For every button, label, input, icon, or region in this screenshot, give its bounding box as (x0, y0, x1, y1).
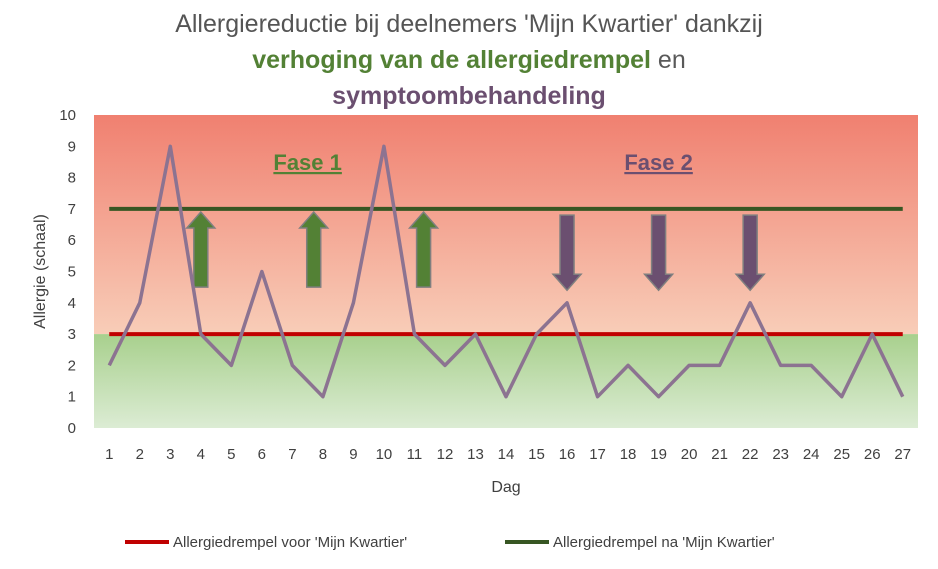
legend-item-after: Allergiedrempel na 'Mijn Kwartier' (505, 530, 775, 554)
y-tick-label: 9 (68, 138, 76, 155)
y-tick-label: 2 (68, 357, 76, 374)
title-line-2-bold: verhoging van de allergiedrempel (252, 46, 651, 74)
y-tick-label: 6 (68, 232, 76, 249)
title-line-2: verhoging van de allergiedrempel en (0, 42, 938, 78)
y-axis-ticks: 0 1 2 3 4 5 6 7 8 9 10 (59, 107, 76, 437)
legend-swatch-after (505, 540, 549, 544)
legend-swatch-before (125, 540, 169, 544)
legend-item-before: Allergiedrempel voor 'Mijn Kwartier' (125, 530, 407, 554)
x-tick-label: 17 (589, 446, 606, 463)
x-tick-label: 4 (197, 446, 205, 463)
danger-zone-band (94, 115, 918, 335)
x-tick-label: 8 (319, 446, 327, 463)
legend: Allergiedrempel voor 'Mijn Kwartier' All… (0, 530, 938, 554)
phase-labels: Fase 1 Fase 2 (273, 150, 692, 175)
series-line (107, 144, 905, 399)
y-tick-label: 0 (68, 420, 76, 437)
x-tick-label: 19 (650, 446, 667, 463)
safe-zone-band (94, 334, 918, 428)
down-arrow (734, 214, 766, 292)
x-tick-label: 22 (742, 446, 759, 463)
up-arrow (298, 210, 330, 288)
x-axis-title: Dag (491, 479, 520, 496)
x-tick-label: 15 (528, 446, 545, 463)
down-arrow (642, 214, 675, 292)
x-tick-label: 1 (105, 446, 113, 463)
series-lines (107, 144, 905, 399)
x-tick-label: 6 (258, 446, 266, 463)
x-tick-label: 3 (166, 446, 174, 463)
x-tick-label: 13 (467, 446, 484, 463)
x-tick-label: 16 (559, 446, 576, 463)
x-axis-ticks: 1 2 3 4 5 6 7 8 9 10 11 12 13 14 15 16 17 18 19 20 21 22 23 24 2… (105, 446, 911, 463)
x-tick-label: 27 (894, 446, 911, 463)
x-tick-label: 14 (498, 446, 515, 463)
x-tick-label: 20 (681, 446, 698, 463)
x-tick-label: 2 (136, 446, 144, 463)
x-tick-label: 24 (803, 446, 820, 463)
background-bands (94, 115, 918, 428)
arrows (185, 210, 766, 292)
title-line-3: symptoombehandeling (332, 82, 606, 110)
x-tick-label: 26 (864, 446, 881, 463)
x-tick-label: 23 (772, 446, 789, 463)
x-tick-label: 11 (407, 446, 423, 463)
x-tick-label: 18 (620, 446, 637, 463)
y-tick-label: 8 (68, 170, 76, 187)
up-arrow (185, 210, 217, 288)
y-tick-label: 4 (68, 295, 76, 312)
title-line-1: Allergiereductie bij deelnemers 'Mijn Kw… (175, 10, 763, 38)
y-tick-label: 1 (68, 389, 76, 406)
phase-label-1: Fase 1 (273, 150, 342, 175)
up-arrow (407, 210, 440, 288)
x-tick-label: 5 (227, 446, 235, 463)
y-tick-label: 5 (68, 264, 76, 281)
y-tick-label: 7 (68, 201, 76, 218)
y-tick-label: 10 (59, 107, 76, 124)
legend-label-before: Allergiedrempel voor 'Mijn Kwartier' (173, 533, 408, 551)
down-arrow (551, 214, 583, 292)
x-tick-label: 25 (833, 446, 850, 463)
phase-label-2: Fase 2 (624, 150, 693, 175)
title-line-2-rest: en (650, 46, 686, 74)
x-tick-label: 21 (711, 446, 728, 463)
x-tick-label: 9 (349, 446, 357, 463)
x-tick-label: 10 (376, 446, 393, 463)
x-tick-label: 7 (288, 446, 296, 463)
x-tick-label: 12 (437, 446, 454, 463)
y-tick-label: 3 (68, 326, 76, 343)
legend-label-after: Allergiedrempel na 'Mijn Kwartier' (553, 533, 775, 551)
y-axis-title: Allergie (schaal) (32, 214, 49, 329)
chart-title: Allergiereductie bij deelnemers 'Mijn Kw… (0, 6, 938, 114)
